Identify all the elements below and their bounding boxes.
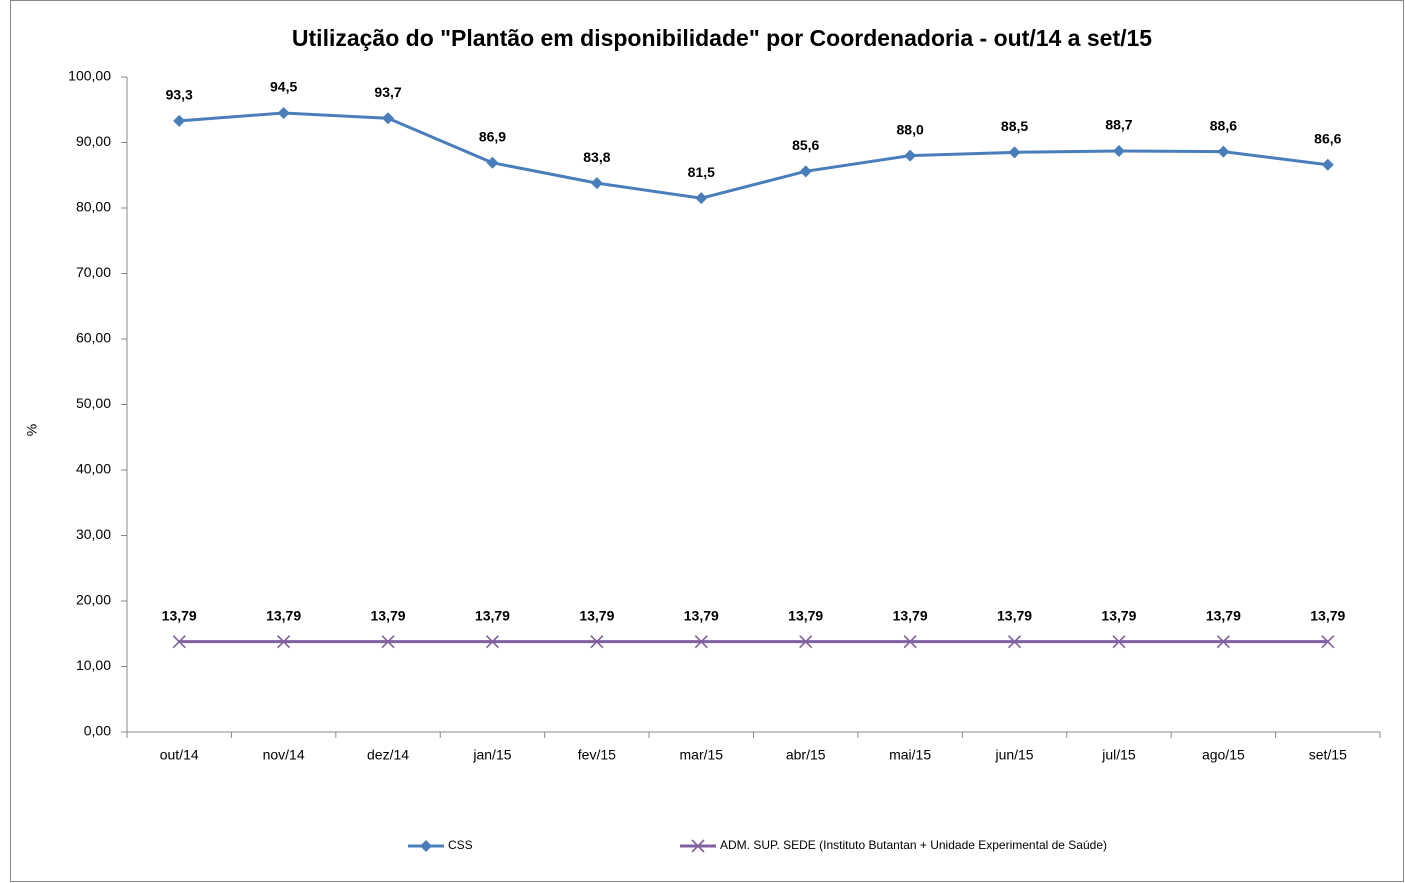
data-point bbox=[1321, 635, 1335, 649]
x-tick-label: dez/14 bbox=[367, 747, 409, 763]
legend-marker bbox=[691, 839, 705, 853]
data-label: 13,79 bbox=[1101, 607, 1136, 623]
data-label: 13,79 bbox=[162, 607, 197, 623]
data-label: 93,7 bbox=[374, 84, 401, 100]
y-tick-label: 90,00 bbox=[76, 133, 111, 149]
data-point bbox=[590, 177, 603, 190]
data-point bbox=[277, 107, 290, 120]
legend-marker bbox=[420, 840, 432, 852]
y-tick-label: 80,00 bbox=[76, 199, 111, 215]
data-point bbox=[1216, 635, 1230, 649]
data-label: 86,6 bbox=[1314, 130, 1341, 146]
data-label: 13,79 bbox=[475, 607, 510, 623]
x-tick-label: fev/15 bbox=[578, 747, 616, 763]
data-point bbox=[1321, 158, 1334, 171]
data-point bbox=[1112, 145, 1125, 158]
y-tick-label: 50,00 bbox=[76, 395, 111, 411]
data-point bbox=[1112, 635, 1126, 649]
x-tick-label: out/14 bbox=[160, 747, 199, 763]
data-point bbox=[903, 635, 917, 649]
data-label: 88,0 bbox=[897, 121, 924, 137]
data-label: 85,6 bbox=[792, 137, 819, 153]
data-label: 13,79 bbox=[1310, 607, 1345, 623]
data-label: 88,7 bbox=[1105, 117, 1132, 133]
data-point bbox=[799, 165, 812, 178]
y-axis-label: % bbox=[24, 424, 40, 436]
y-tick-label: 20,00 bbox=[76, 592, 111, 608]
x-tick-label: set/15 bbox=[1309, 747, 1347, 763]
x-tick-label: mai/15 bbox=[889, 747, 931, 763]
data-point bbox=[277, 635, 291, 649]
y-tick-label: 30,00 bbox=[76, 526, 111, 542]
x-tick-label: abr/15 bbox=[786, 747, 826, 763]
data-label: 13,79 bbox=[1206, 607, 1241, 623]
legend-label: ADM. SUP. SEDE (Instituto Butantan + Uni… bbox=[720, 838, 1107, 852]
data-label: 13,79 bbox=[997, 607, 1032, 623]
data-point bbox=[485, 635, 500, 649]
x-tick-label: jan/15 bbox=[472, 747, 511, 763]
x-tick-label: jun/15 bbox=[994, 747, 1033, 763]
data-point bbox=[695, 192, 708, 205]
data-label: 93,3 bbox=[166, 87, 193, 103]
legend-label: CSS bbox=[448, 838, 473, 852]
y-tick-label: 0,00 bbox=[84, 723, 111, 739]
y-tick-label: 40,00 bbox=[76, 461, 111, 477]
data-point bbox=[172, 635, 186, 649]
data-point bbox=[799, 635, 813, 649]
data-label: 88,6 bbox=[1210, 117, 1237, 133]
x-tick-label: jul/15 bbox=[1101, 747, 1136, 763]
data-label: 13,79 bbox=[788, 607, 823, 623]
data-point bbox=[382, 112, 395, 125]
data-label: 13,79 bbox=[579, 607, 614, 623]
data-point bbox=[590, 635, 604, 649]
series-line bbox=[179, 111, 1328, 200]
data-point bbox=[694, 635, 708, 649]
y-tick-label: 60,00 bbox=[76, 330, 111, 346]
data-label: 83,8 bbox=[583, 149, 610, 165]
data-label: 86,9 bbox=[479, 129, 506, 145]
data-point bbox=[486, 156, 499, 169]
data-label: 94,5 bbox=[270, 79, 297, 95]
chart-title: Utilização do "Plantão em disponibilidad… bbox=[292, 25, 1152, 51]
data-label: 13,79 bbox=[266, 607, 301, 623]
y-tick-label: 100,00 bbox=[68, 68, 111, 84]
data-label: 88,5 bbox=[1001, 118, 1028, 134]
data-point bbox=[1007, 635, 1022, 649]
data-label: 13,79 bbox=[371, 607, 406, 623]
data-label: 13,79 bbox=[893, 607, 928, 623]
data-point bbox=[1008, 146, 1021, 159]
y-tick-label: 70,00 bbox=[76, 264, 111, 280]
data-point bbox=[381, 635, 395, 649]
data-point bbox=[904, 149, 917, 162]
x-tick-label: ago/15 bbox=[1202, 747, 1245, 763]
data-point bbox=[173, 114, 186, 127]
data-label: 81,5 bbox=[688, 164, 715, 180]
data-label: 13,79 bbox=[684, 607, 719, 623]
x-tick-label: nov/14 bbox=[263, 747, 305, 763]
data-point bbox=[1217, 145, 1230, 158]
y-tick-label: 10,00 bbox=[76, 657, 111, 673]
x-tick-label: mar/15 bbox=[680, 747, 724, 763]
